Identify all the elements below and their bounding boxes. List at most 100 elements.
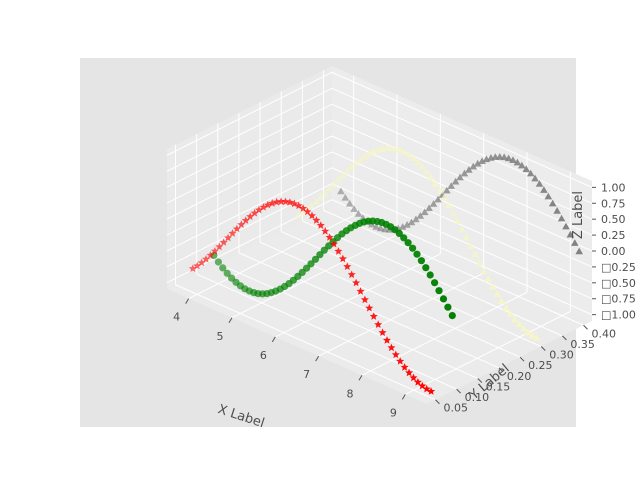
data-point — [518, 161, 526, 169]
y-tick-label: 0.35 — [570, 338, 595, 351]
data-point — [354, 210, 363, 217]
data-point — [341, 193, 350, 201]
data-point — [509, 156, 517, 163]
data-point — [429, 200, 438, 207]
data-point — [338, 171, 347, 179]
data-point — [524, 328, 532, 336]
x-tick-label: 7 — [303, 368, 310, 381]
data-point — [206, 251, 215, 259]
data-point — [263, 200, 272, 209]
data-point — [511, 315, 519, 323]
data-point — [308, 211, 316, 220]
data-point — [387, 144, 395, 151]
grid-line-z — [331, 71, 593, 188]
data-point — [519, 324, 528, 332]
grid-line-y — [323, 209, 584, 326]
data-point — [484, 275, 493, 282]
z-tick-label: 0.50 — [601, 213, 626, 226]
y-tick-label: 0.30 — [549, 349, 574, 362]
data-point — [387, 343, 396, 352]
data-point — [246, 212, 255, 220]
data-point — [412, 215, 420, 223]
grid-line-z — [166, 119, 333, 204]
data-point — [456, 173, 464, 181]
data-point — [312, 197, 320, 205]
grid-line-y — [238, 252, 500, 369]
grid-line-x — [318, 272, 484, 357]
grid-line-z — [166, 183, 333, 268]
data-point — [272, 197, 281, 206]
data-point — [378, 328, 387, 336]
data-point — [352, 278, 361, 287]
data-point — [343, 262, 352, 270]
data-point — [214, 258, 222, 266]
grid-line-z — [166, 151, 333, 236]
data-point — [347, 163, 356, 170]
data-point — [255, 205, 263, 214]
data-point — [320, 246, 328, 254]
data-point — [409, 373, 418, 382]
data-point — [215, 242, 224, 251]
series-3 — [294, 144, 541, 341]
grid-line-z — [166, 87, 333, 172]
data-point — [435, 287, 443, 295]
data-point — [571, 239, 579, 246]
data-point — [449, 209, 457, 216]
grid-line-z — [331, 135, 593, 252]
data-point — [575, 247, 583, 255]
data-point — [241, 216, 250, 224]
x-tick — [401, 394, 406, 400]
data-point — [372, 223, 380, 230]
data-point — [395, 229, 403, 237]
data-point — [338, 254, 347, 263]
data-point — [202, 255, 210, 263]
data-point — [451, 177, 460, 185]
data-point — [409, 154, 418, 162]
data-point — [299, 204, 308, 212]
data-point — [458, 225, 466, 233]
data-point — [469, 162, 478, 170]
grid-line-x — [361, 291, 528, 376]
data-point — [376, 224, 385, 232]
z-tick-label: □1.00 — [601, 309, 636, 322]
data-point — [418, 381, 427, 390]
data-point — [224, 233, 233, 242]
data-point — [548, 199, 557, 207]
data-point — [531, 174, 539, 182]
y-tick — [498, 367, 504, 373]
y-tick — [456, 388, 461, 394]
data-point — [540, 186, 548, 193]
data-point — [502, 303, 510, 311]
z-tick-label: 0.25 — [601, 229, 626, 242]
data-point — [356, 287, 365, 295]
data-point — [365, 303, 374, 312]
data-point — [434, 195, 442, 203]
data-point — [237, 220, 246, 228]
tick-marks — [185, 186, 596, 405]
data-point — [447, 182, 455, 189]
data-point — [334, 247, 343, 255]
data-point — [396, 357, 405, 365]
data-point — [489, 282, 497, 290]
data-point — [330, 180, 338, 188]
data-point — [504, 154, 513, 162]
data-point — [557, 214, 566, 222]
data-point — [522, 165, 530, 173]
data-point — [360, 295, 369, 304]
data-point — [497, 297, 506, 304]
data-point — [356, 155, 365, 163]
data-point — [562, 222, 570, 230]
data-point — [533, 334, 541, 341]
data-point — [400, 363, 409, 371]
y-tick — [477, 378, 483, 383]
data-point — [466, 242, 475, 249]
data-point — [425, 204, 433, 212]
data-point — [444, 303, 452, 311]
z-tick-label: 1.00 — [601, 181, 626, 194]
x-tick — [315, 355, 320, 362]
y-tick — [435, 399, 440, 405]
x-tick — [271, 336, 276, 343]
data-point — [285, 198, 294, 206]
data-point — [478, 157, 486, 164]
